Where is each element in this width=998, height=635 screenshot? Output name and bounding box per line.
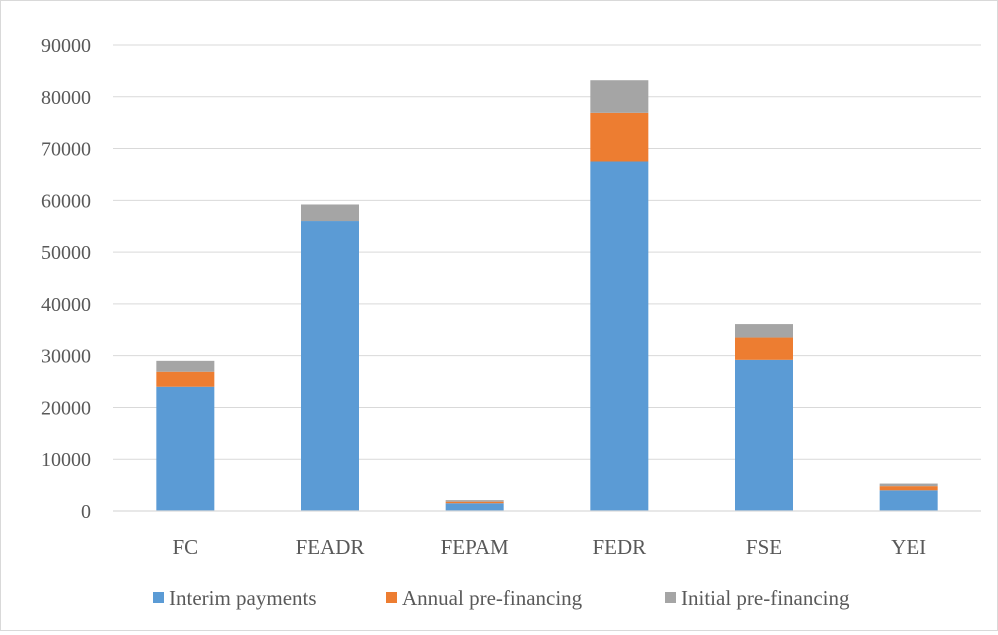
y-tick-label: 40000 xyxy=(41,294,91,316)
x-tick-label: FSE xyxy=(746,535,782,559)
bar-segment xyxy=(156,360,215,372)
bar-segment xyxy=(301,204,359,222)
y-tick-label: 70000 xyxy=(41,139,91,161)
bar-segment xyxy=(590,80,649,113)
x-tick-label: FC xyxy=(172,535,198,559)
x-tick-label: FEADR xyxy=(296,535,365,559)
legend-swatch xyxy=(665,592,676,603)
bars xyxy=(156,80,938,512)
bar-segment xyxy=(590,161,649,511)
legend-label: Initial pre-financing xyxy=(681,586,850,610)
bar-segment xyxy=(735,324,793,338)
bar-segment xyxy=(590,112,649,162)
y-tick-label: 80000 xyxy=(41,87,91,109)
y-tick-label: 30000 xyxy=(41,346,91,368)
x-tick-label: FEDR xyxy=(592,535,646,559)
bar-segment xyxy=(445,501,504,504)
y-tick-label: 10000 xyxy=(41,449,91,471)
bar-segment xyxy=(735,359,793,511)
y-tick-label: 60000 xyxy=(41,190,91,212)
y-tick-label: 90000 xyxy=(41,35,91,57)
bar-segment xyxy=(879,490,938,511)
bar-segment xyxy=(879,486,938,491)
y-tick-label: 0 xyxy=(81,501,91,523)
y-tick-label: 50000 xyxy=(41,242,91,264)
bar-segment xyxy=(156,386,215,511)
bar-segment xyxy=(301,221,359,512)
legend-swatch xyxy=(386,592,397,603)
bar-segment xyxy=(879,483,938,487)
bar-segment xyxy=(156,371,215,387)
gridlines xyxy=(113,44,981,512)
legend-label: Interim payments xyxy=(169,586,317,610)
bar-segment xyxy=(445,503,504,511)
legend: Interim payments Annual pre-financing Init… xyxy=(153,586,850,610)
x-tick-label: YEI xyxy=(891,535,926,559)
axes: 0 10000 20000 30000 40000 50000 60000 70000 8000… xyxy=(41,35,981,559)
legend-label: Annual pre-financing xyxy=(402,586,583,610)
y-tick-label: 20000 xyxy=(41,397,91,419)
x-tick-label: FEPAM xyxy=(441,535,509,559)
bar-segment xyxy=(445,500,504,502)
legend-swatch xyxy=(153,592,164,603)
bar-segment xyxy=(735,337,793,360)
